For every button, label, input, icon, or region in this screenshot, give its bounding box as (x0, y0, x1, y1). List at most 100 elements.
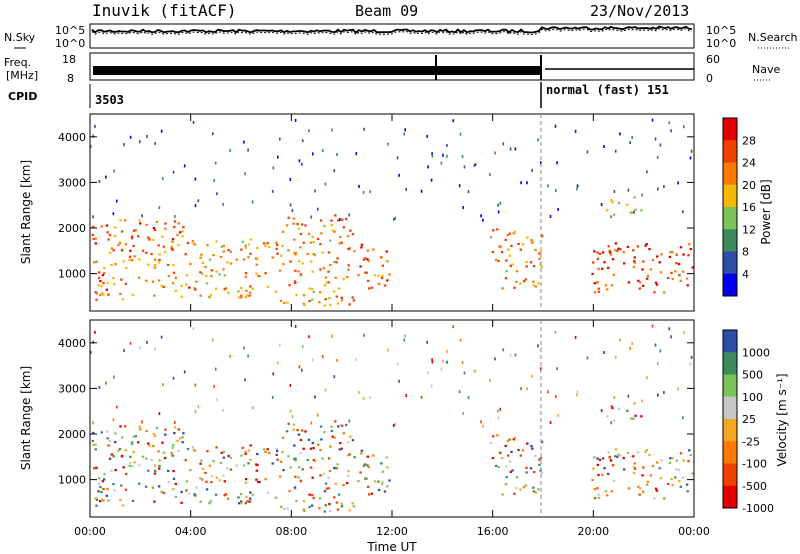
velocity-cell (335, 467, 338, 470)
velocity-cell (348, 419, 351, 423)
velocity-cell (194, 494, 197, 497)
power-cell (244, 246, 247, 249)
power-cell (524, 278, 528, 281)
velocity-cell (193, 493, 196, 496)
power-cell (648, 248, 651, 251)
power-cell (646, 274, 650, 277)
power-cell (496, 228, 499, 231)
power-cell (531, 168, 533, 172)
x-tick-label: 12:00 (376, 525, 408, 538)
velocity-cell (596, 463, 600, 466)
velocity-cell (604, 490, 608, 493)
power-cell (668, 121, 671, 125)
power-cell (92, 134, 94, 138)
velocity-cell (214, 367, 217, 371)
power-cell (404, 128, 406, 132)
velocity-cell (176, 439, 179, 442)
velocity-cell (241, 446, 245, 449)
velocity-cell (396, 362, 399, 366)
velocity-cell (124, 449, 127, 452)
power-cell (176, 233, 179, 236)
velocity-cell (601, 457, 605, 460)
velocity-cell (91, 439, 94, 443)
velocity-cell (509, 470, 512, 473)
power-cell (446, 154, 448, 158)
velocity-cell (554, 330, 557, 334)
power-cell (182, 226, 185, 229)
velocity-cell (640, 415, 643, 418)
power-cell (363, 127, 365, 131)
velocity-cell (494, 357, 496, 361)
power-cell (153, 228, 157, 232)
velocity-cell (200, 459, 203, 462)
velocity-cell (537, 488, 540, 491)
power-cell (302, 302, 305, 305)
power-cell (610, 284, 614, 287)
velocity-cell (94, 443, 97, 446)
power-cell (309, 260, 313, 263)
power-cell (603, 261, 606, 264)
colorbar-tick-label: -1000 (742, 502, 774, 515)
velocity-cell (311, 494, 314, 497)
velocity-cell (377, 480, 380, 483)
power-cell (133, 255, 136, 258)
velocity-cell (319, 449, 322, 452)
power-cell (293, 238, 296, 241)
power-cell (256, 257, 259, 261)
power-cell (307, 232, 311, 235)
power-cell (687, 254, 690, 257)
power-cell (613, 190, 616, 193)
velocity-cell (538, 458, 541, 461)
velocity-cell (651, 464, 655, 467)
power-cell (549, 215, 552, 218)
velocity-cell (249, 497, 252, 500)
power-cell (119, 292, 122, 295)
power-cell (285, 224, 289, 227)
power-cell (504, 277, 508, 280)
power-cell (383, 284, 387, 287)
power-cell (205, 282, 209, 285)
velocity-cell (610, 421, 612, 425)
time-axis: 00:00 04:00 08:00 12:00 16:00 20:00 00:00 (74, 114, 710, 538)
velocity-cell (533, 471, 536, 474)
velocity-cell (505, 465, 508, 468)
velocity-cell (547, 390, 549, 394)
power-cell (510, 244, 513, 247)
velocity-cell (275, 449, 279, 453)
power-cell (372, 248, 375, 251)
velocity-cell (458, 390, 461, 394)
velocity-cell (372, 454, 375, 457)
power-cell (311, 288, 314, 291)
velocity-cell (251, 493, 254, 496)
velocity-cell (336, 463, 339, 466)
velocity-cell (310, 504, 314, 507)
power-cell (381, 264, 385, 267)
power-cell (377, 282, 381, 286)
power-cell (323, 284, 327, 287)
power-cell (272, 166, 275, 170)
velocity-cell (301, 468, 304, 471)
power-cell (598, 252, 602, 255)
power-cell (515, 270, 519, 273)
power-cell (106, 282, 109, 285)
velocity-cell (301, 345, 304, 349)
power-cell (474, 163, 477, 166)
power-cell (158, 206, 161, 210)
velocity-cell (359, 471, 362, 474)
power-cell (200, 253, 203, 256)
power-cell (197, 199, 200, 203)
velocity-cell (537, 344, 539, 348)
power-cell (218, 273, 221, 276)
power-cell (489, 236, 493, 239)
power-cell (122, 260, 125, 263)
velocity-cell (195, 486, 198, 489)
colorbar-tick-label: 500 (742, 369, 763, 382)
power-cell (188, 286, 191, 289)
power-cell (627, 188, 630, 192)
power-cell (654, 137, 657, 141)
power-cell (603, 145, 605, 148)
power-cell (609, 253, 613, 256)
velocity-cell (362, 464, 366, 467)
power-cell (501, 287, 504, 290)
velocity-cell (204, 471, 207, 474)
